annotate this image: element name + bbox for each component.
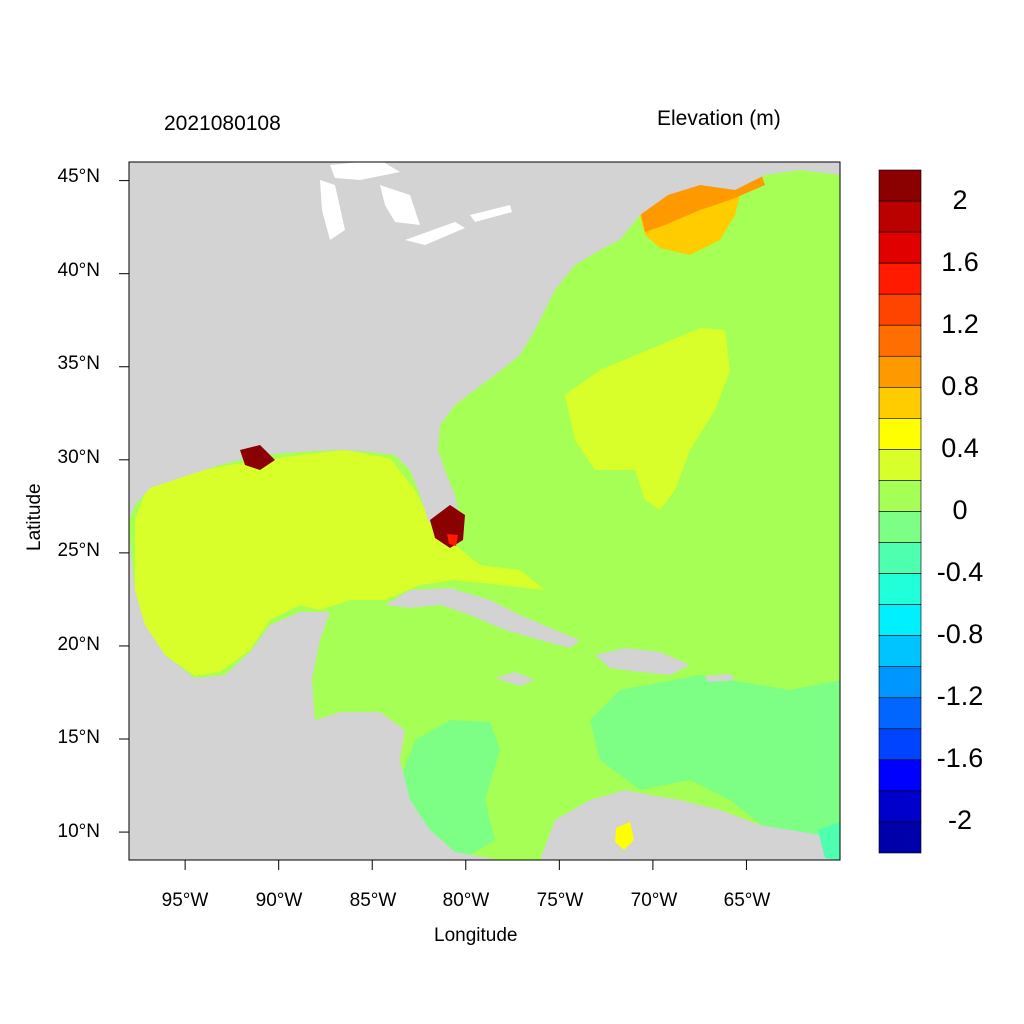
- lake-michigan: [320, 180, 345, 240]
- lake-superior: [330, 162, 400, 180]
- colorbar-level: [878, 542, 922, 574]
- mexico-central-america-land: [129, 530, 500, 860]
- colorbar-tick-label: 2: [952, 185, 968, 215]
- y-tick-label: 25°N: [57, 540, 100, 561]
- colorbar-level: [878, 169, 922, 202]
- y-tick-label: 35°N: [57, 353, 100, 374]
- colorbar-level: [878, 790, 922, 823]
- colorbar-level: [878, 324, 922, 357]
- x-tick-label: 85°W: [349, 890, 397, 911]
- lake-erie: [405, 222, 465, 245]
- colorbar-tick-label: 0.8: [941, 371, 979, 401]
- maracaibo-yellow: [615, 822, 634, 850]
- colorbar-level: [878, 418, 922, 450]
- south-america-land: [540, 790, 840, 860]
- colorbar-tick-label: -0.8: [936, 619, 984, 649]
- colorbar-level: [878, 262, 922, 295]
- hispaniola-land: [595, 648, 690, 675]
- colorbar-level: [878, 728, 922, 761]
- colorbar-level: [878, 449, 922, 481]
- y-tick-label: 15°N: [57, 727, 100, 748]
- colorbar-tick-label: -1.6: [936, 743, 984, 773]
- x-tick-marks: [184, 860, 747, 870]
- colorbar-level: [878, 387, 922, 419]
- timestamp-title: 2021080108: [164, 112, 281, 135]
- jamaica-land: [495, 672, 535, 686]
- y-tick-label: 30°N: [57, 447, 100, 468]
- x-axis-label: Longitude: [434, 925, 518, 946]
- colorbar-level: [878, 573, 922, 605]
- cuba-land: [385, 588, 580, 648]
- x-tick-label: 90°W: [255, 890, 303, 911]
- x-tick-label: 65°W: [723, 890, 771, 911]
- lake-huron: [380, 185, 420, 225]
- plot-frame: [128, 161, 841, 861]
- louisiana-surge: [240, 445, 275, 470]
- puerto-rico-land: [705, 674, 735, 682]
- colorbar-level: [878, 666, 922, 699]
- florida-tip-red: [447, 534, 458, 546]
- x-tick-label: 95°W: [161, 890, 209, 911]
- gulf-of-mexico-region: [135, 450, 545, 676]
- colorbar-tick-label: 0: [952, 495, 968, 525]
- caribbean-low-region: [590, 675, 840, 860]
- colorbar-level: [878, 759, 922, 792]
- variable-title: Elevation (m): [657, 107, 781, 130]
- north-america-land: [129, 162, 840, 540]
- colorbar-level: [878, 821, 922, 854]
- atlantic-high-region: [565, 328, 730, 510]
- lake-ontario: [470, 205, 512, 222]
- colorbar-tick-label: -1.2: [936, 681, 984, 711]
- colorbar-tick-label: 0.4: [941, 433, 979, 463]
- map-plot-area: [129, 162, 840, 860]
- x-tick-label: 75°W: [536, 890, 584, 911]
- colorbar-tick-label: 1.6: [941, 247, 979, 277]
- x-tick-label: 70°W: [630, 890, 678, 911]
- colorbar-tick-label: -0.4: [936, 557, 984, 587]
- colorbar-level: [878, 231, 922, 264]
- colorbar-level: [878, 697, 922, 730]
- colorbar-level: [878, 635, 922, 668]
- colorbar-level: [878, 200, 922, 233]
- y-tick-label: 10°N: [57, 821, 100, 842]
- x-tick-label: 80°W: [442, 890, 490, 911]
- y-tick-label: 20°N: [57, 634, 100, 655]
- colorbar-level: [878, 604, 922, 636]
- colorbar-tick-label: 1.2: [941, 309, 979, 339]
- colorbar-level: [878, 511, 922, 543]
- colorbar: [878, 169, 922, 854]
- colorbar-tick-label: -2: [947, 805, 972, 835]
- colorbar-level: [878, 293, 922, 326]
- y-tick-label: 45°N: [57, 166, 100, 187]
- western-caribbean-low-region: [400, 720, 500, 855]
- colorbar-level: [878, 480, 922, 512]
- colorbar-level: [878, 355, 922, 388]
- east-caribbean-cyan: [818, 822, 840, 860]
- y-tick-marks: [119, 180, 129, 833]
- y-tick-label: 40°N: [57, 260, 100, 281]
